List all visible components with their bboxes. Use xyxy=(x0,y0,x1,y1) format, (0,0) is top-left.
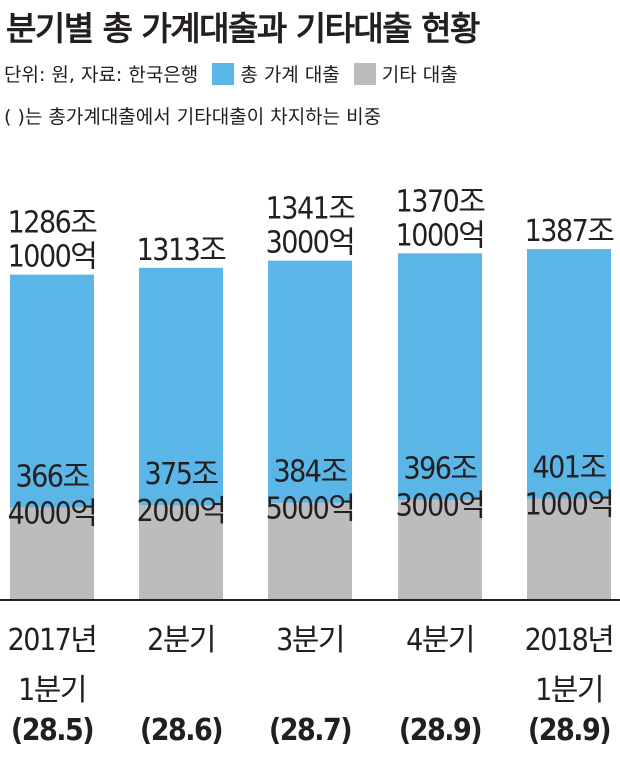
legend-item-total: 총 가계 대출 xyxy=(212,60,340,87)
other-value-label-1: 4000억 xyxy=(8,496,97,531)
share-label-4: (28.9) xyxy=(399,713,481,748)
other-value-label-1: 366조 xyxy=(15,459,89,494)
bar-other-4 xyxy=(398,499,482,600)
share-note: ( )는 총가계대출에서 기타대출이 차지하는 비중 xyxy=(4,106,382,128)
category-label-5: 1분기 xyxy=(535,673,603,708)
category-label-1: 1분기 xyxy=(18,673,86,708)
other-value-label-3: 5000억 xyxy=(266,492,355,527)
share-label-3: (28.7) xyxy=(269,713,351,748)
category-label-5: 2018년 xyxy=(525,623,614,658)
total-value-label-3: 1341조 xyxy=(266,192,356,227)
other-value-label-3: 384조 xyxy=(273,455,347,490)
other-value-label-5: 1000억 xyxy=(525,488,614,523)
total-value-label-5: 1387조 xyxy=(525,214,615,249)
share-label-5: (28.9) xyxy=(528,713,610,748)
total-value-label-2: 1313조 xyxy=(137,233,227,268)
bar-other-5 xyxy=(527,498,611,600)
legend-swatch-other xyxy=(353,62,376,85)
total-value-label-1: 1286조 xyxy=(8,206,98,241)
bar-other-1 xyxy=(10,507,94,600)
category-label-3: 3분기 xyxy=(276,623,344,658)
other-value-label-5: 401조 xyxy=(532,451,606,486)
category-label-2: 2분기 xyxy=(147,623,215,658)
chart-title: 분기별 총 가계대출과 기타대출 현황 xyxy=(6,9,480,48)
total-value-label-1: 1000억 xyxy=(8,240,97,275)
subtitle-row: 단위: 원, 자료: 한국은행 총 가계 대출 기타 대출 xyxy=(4,60,458,87)
share-label-1: (28.5) xyxy=(11,713,93,748)
other-value-label-2: 375조 xyxy=(144,457,218,492)
legend-label-total: 총 가계 대출 xyxy=(240,64,340,86)
legend-swatch-total xyxy=(212,62,235,85)
bar-other-3 xyxy=(268,502,352,600)
unit-source-text: 단위: 원, 자료: 한국은행 xyxy=(4,64,199,86)
category-label-1: 2017년 xyxy=(8,623,97,658)
total-value-label-4: 1370조 xyxy=(396,184,486,219)
other-value-label-4: 3000억 xyxy=(396,489,485,524)
share-label-2: (28.6) xyxy=(140,713,222,748)
legend-label-other: 기타 대출 xyxy=(381,64,458,86)
other-value-label-4: 396조 xyxy=(403,452,477,487)
bar-other-2 xyxy=(139,505,223,600)
total-value-label-4: 1000억 xyxy=(396,218,485,253)
legend-item-other: 기타 대출 xyxy=(353,60,458,87)
total-value-label-3: 3000억 xyxy=(266,226,355,261)
other-value-label-2: 2000억 xyxy=(137,494,226,529)
category-label-4: 4분기 xyxy=(406,623,474,658)
